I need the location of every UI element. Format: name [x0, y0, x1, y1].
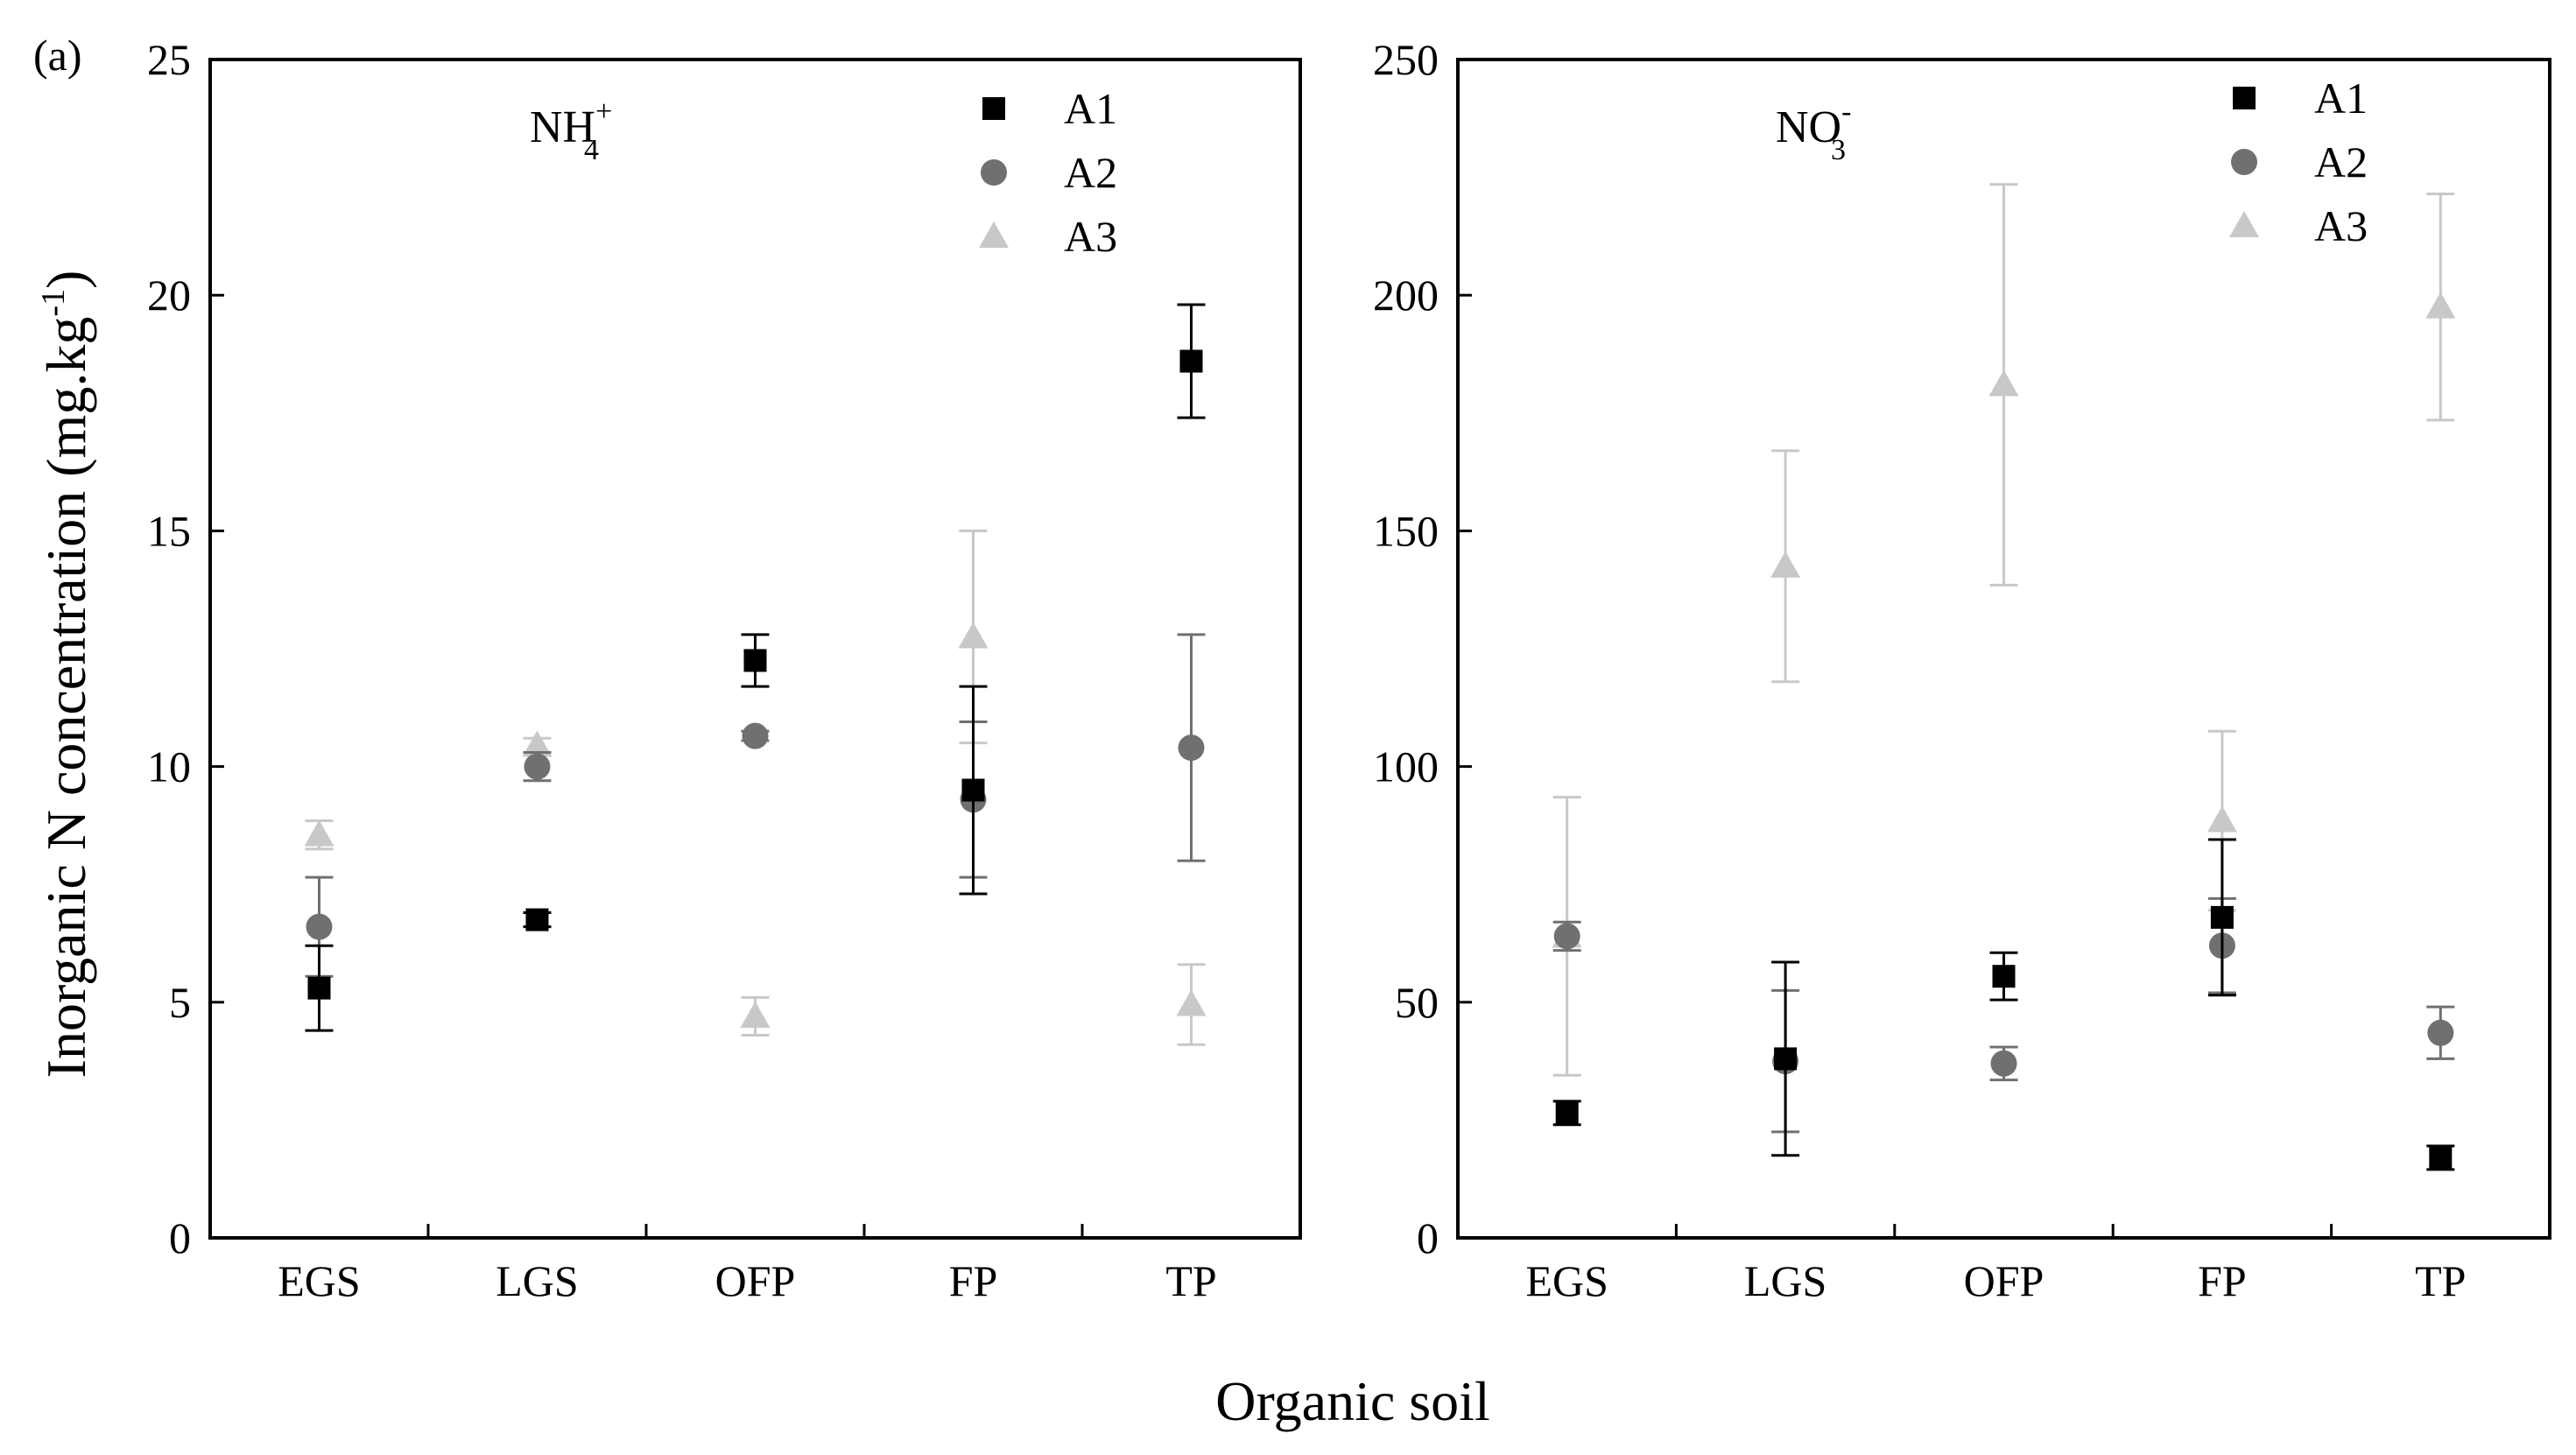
no3-title-base: NO: [1776, 102, 1841, 152]
nh4-plot-frame: [208, 58, 1302, 1240]
nh4-legend: A1 A2 A3: [979, 84, 1117, 261]
nh4-legend-label-a2: A2: [1064, 148, 1117, 197]
no3-y-tick-label: 50: [1395, 978, 1439, 1027]
nh4-a1-point-lgs: [525, 908, 549, 931]
nh4-a1-point-egs: [307, 976, 331, 1000]
no3-a1-point-ofp: [1992, 965, 2016, 988]
nh4-legend-marker-a2: [981, 159, 1007, 186]
nh4-legend-marker-a1: [982, 97, 1005, 120]
no3-a2-point-egs: [1553, 923, 1580, 950]
nh4-a3-point-tp: [1176, 989, 1207, 1016]
no3-category-label-tp: TP: [2415, 1256, 2466, 1305]
nh4-panel: NH+ 4 0 5 10 15 20 25 EGS LGS OFP FP TP A1 A2 A3: [147, 35, 1302, 1305]
no3-plot-frame: [1456, 58, 2551, 1240]
no3-category-label-fp: FP: [2198, 1256, 2247, 1305]
nh4-y-tick-label: 5: [169, 978, 191, 1027]
nh4-category-label-egs: EGS: [278, 1256, 360, 1305]
nh4-panel-title: NH+ 4: [530, 95, 612, 166]
nh4-y-tick-label: 0: [169, 1213, 191, 1262]
nh4-category-label-tp: TP: [1165, 1256, 1216, 1305]
nh4-y-tick-label: 25: [147, 35, 191, 84]
no3-y-axis: 0 50 100 150 200 250: [1373, 35, 1472, 1262]
no3-legend-marker-a3: [2229, 211, 2259, 237]
no3-a2-point-tp: [2427, 1019, 2454, 1046]
no3-data-series: [1552, 183, 2456, 1171]
no3-panel-title: NO- 3: [1776, 95, 1851, 166]
no3-a1-point-fp: [2210, 905, 2234, 929]
nh4-legend-label-a3: A3: [1064, 212, 1117, 261]
no3-legend-label-a3: A3: [2314, 201, 2368, 250]
nh4-a3-point-egs: [304, 819, 334, 847]
no3-a3-point-ofp: [1988, 369, 2019, 397]
no3-y-tick-label: 100: [1373, 742, 1439, 791]
no3-legend: A1 A2 A3: [2229, 74, 2368, 250]
nh4-category-label-fp: FP: [949, 1256, 998, 1305]
no3-y-tick-label: 150: [1373, 506, 1439, 555]
no3-title-superscript: -: [1841, 95, 1851, 128]
y-axis-title-exponent: -1: [35, 289, 72, 317]
nh4-y-tick-label: 10: [147, 742, 191, 791]
no3-legend-label-a1: A1: [2314, 74, 2368, 123]
nh4-a3-point-ofp: [740, 1001, 771, 1028]
no3-category-label-egs: EGS: [1525, 1256, 1608, 1305]
x-axis-title: Organic soil: [1215, 1370, 1489, 1432]
nh4-a3-point-lgs: [522, 730, 553, 757]
no3-a1-point-egs: [1555, 1101, 1579, 1125]
nh4-a2-point-ofp: [742, 722, 769, 749]
no3-x-axis: EGS LGS OFP FP TP: [1525, 1224, 2466, 1305]
no3-y-tick-label: 0: [1417, 1213, 1439, 1262]
y-axis-title-close: ): [35, 271, 97, 289]
nh4-y-tick-label: 20: [147, 271, 191, 320]
no3-a3-point-lgs: [1770, 551, 1801, 578]
no3-category-label-lgs: LGS: [1744, 1256, 1826, 1305]
no3-title-subscript: 3: [1831, 134, 1846, 166]
panel-letter: (a): [33, 31, 82, 80]
nh4-a3-point-fp: [958, 622, 989, 649]
nh4-a1-point-ofp: [743, 649, 767, 672]
no3-legend-marker-a1: [2233, 87, 2256, 109]
nh4-a2-point-egs: [306, 913, 333, 940]
nh4-title-subscript: 4: [584, 134, 599, 166]
no3-a3-point-tp: [2425, 292, 2456, 319]
nh4-a1-point-tp: [1179, 349, 1203, 373]
nh4-y-tick-label: 15: [147, 506, 191, 555]
nh4-category-label-lgs: LGS: [496, 1256, 578, 1305]
y-axis-title-main: Inorganic N concentration (mg.kg: [35, 317, 97, 1079]
no3-a1-point-tp: [2429, 1146, 2453, 1170]
no3-a2-point-ofp: [1990, 1050, 2017, 1077]
nh4-legend-label-a1: A1: [1064, 84, 1117, 133]
no3-category-label-ofp: OFP: [1964, 1256, 2045, 1305]
nh4-title-superscript: +: [595, 95, 612, 128]
nh4-a2-point-lgs: [524, 753, 551, 780]
nh4-category-label-ofp: OFP: [715, 1256, 796, 1305]
nh4-data-series: [304, 303, 1207, 1046]
no3-a1-point-lgs: [1774, 1047, 1798, 1071]
nh4-a2-point-tp: [1178, 735, 1205, 762]
y-axis-title: Inorganic N concentration (mg.kg-1): [35, 271, 97, 1079]
nh4-y-axis: 0 5 10 15 20 25: [147, 35, 224, 1262]
nh4-a1-point-fp: [961, 778, 985, 802]
no3-y-tick-label: 250: [1373, 35, 1439, 84]
nh4-x-axis: EGS LGS OFP FP TP: [278, 1224, 1217, 1305]
no3-legend-label-a2: A2: [2314, 137, 2368, 186]
nh4-legend-marker-a3: [979, 221, 1009, 248]
no3-y-tick-label: 200: [1373, 271, 1439, 320]
nh4-title-base: NH: [530, 102, 595, 152]
no3-legend-marker-a2: [2231, 149, 2257, 175]
no3-a3-point-fp: [2206, 805, 2237, 833]
